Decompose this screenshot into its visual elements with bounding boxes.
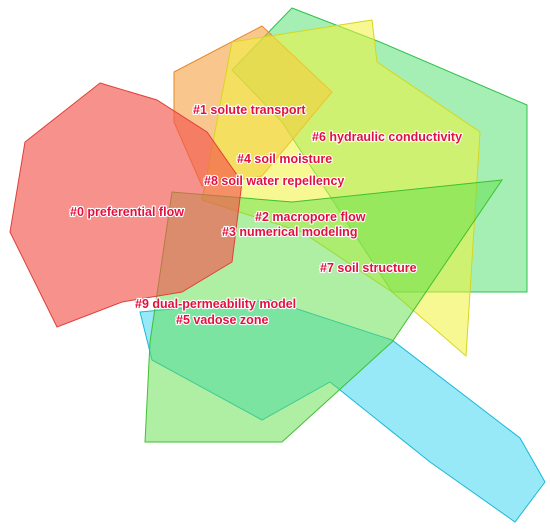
- cluster-label: #7 soil structure: [320, 261, 417, 275]
- cluster-label: #5 vadose zone: [176, 313, 268, 327]
- red-hull: [9, 82, 243, 328]
- cluster-hulls: [9, 7, 546, 523]
- cluster-label: #3 numerical modeling: [222, 225, 357, 239]
- cluster-label: #4 soil moisture: [237, 152, 332, 166]
- cluster-label: #2 macropore flow: [255, 210, 366, 224]
- cluster-label: #0 preferential flow: [70, 205, 184, 219]
- cluster-labels: #0 preferential flow #1 solute transport…: [69, 102, 463, 328]
- cluster-label: #8 soil water repellency: [204, 174, 344, 188]
- cluster-label: #9 dual-permeability model: [135, 297, 296, 311]
- cluster-label: #6 hydraulic conductivity: [312, 130, 462, 144]
- cluster-label: #1 solute transport: [193, 103, 306, 117]
